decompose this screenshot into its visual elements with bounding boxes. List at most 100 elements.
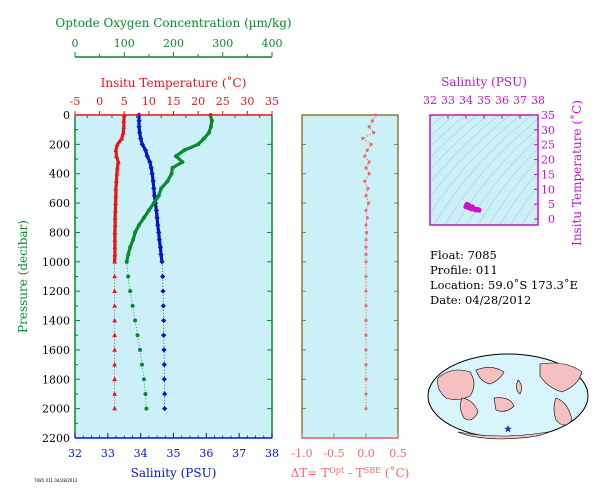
temperature-point (119, 135, 125, 141)
oxygen-point (126, 252, 131, 257)
delta-tick-label: 0.5 (389, 447, 407, 460)
delta-point (364, 333, 368, 337)
density-contour-line (430, 115, 500, 184)
temperature-tick-label: 20 (191, 95, 205, 108)
delta-point (364, 208, 368, 213)
ts-salinity-tick-label: 33 (441, 94, 455, 107)
salinity-point (157, 244, 163, 250)
temperature-point (112, 237, 118, 242)
delta-point (365, 148, 369, 152)
density-contour-line (430, 115, 511, 198)
temperature-point (112, 361, 118, 367)
delta-point (366, 186, 370, 191)
temperature-point (121, 124, 127, 129)
map-landmass (437, 369, 475, 400)
ts-temperature-tick-label: 30 (541, 124, 555, 137)
ts-temperature-tick-label: 35 (541, 109, 555, 122)
temperature-point (113, 185, 119, 191)
oxygen-point (209, 118, 214, 123)
density-contour-line (433, 115, 533, 225)
salinity-point (154, 215, 160, 221)
delta-line (361, 114, 376, 409)
delta-point (367, 160, 371, 164)
salinity-point (162, 391, 168, 397)
salinity-point (149, 171, 155, 177)
pressure-tick-label: 1800 (42, 373, 70, 386)
delta-tick-label: 0.0 (357, 447, 375, 460)
density-contour-line (444, 118, 538, 225)
delta-point (364, 304, 368, 308)
map-landmass (475, 367, 505, 385)
delta-point (367, 172, 371, 176)
salinity-point (139, 141, 145, 147)
oxygen-point (165, 179, 170, 184)
temperature-point (115, 159, 121, 164)
oxygen-point (151, 201, 156, 206)
temperature-point (112, 251, 118, 257)
salinity-point (161, 361, 167, 368)
delta-point (364, 407, 368, 411)
oxygen-point (141, 215, 146, 220)
salinity-point (156, 237, 162, 243)
ts-temperature-tick-label: 0 (548, 213, 555, 226)
salinity-point (153, 207, 160, 214)
pressure-tick-label: 200 (49, 138, 70, 151)
oxygen-point (124, 259, 129, 264)
salinity-tick-label: 32 (68, 447, 82, 460)
temperature-point (113, 178, 119, 183)
salinity-point (148, 165, 154, 171)
pressure-tick-label: 1200 (42, 285, 70, 298)
delta-point (369, 142, 373, 146)
temperature-point (112, 259, 118, 264)
delta-tick-label: -0.5 (323, 447, 344, 460)
density-contour-line (477, 148, 538, 225)
world-map (427, 353, 589, 440)
ts-temperature-tick-label: 25 (541, 139, 555, 152)
oxygen-point (130, 303, 135, 308)
temperature-point (114, 141, 120, 147)
temperature-point (114, 165, 120, 170)
delta-point (364, 392, 368, 396)
oxygen-point (180, 159, 185, 164)
delta-axis-label-part: Opt (329, 466, 345, 475)
delta-point (364, 252, 368, 257)
salinity-point (144, 153, 150, 159)
temperature-point (112, 207, 118, 213)
ts-salinity-tick-label: 36 (495, 94, 509, 107)
oxygen-point (133, 230, 138, 235)
delta-point (374, 113, 378, 117)
temperature-point (112, 229, 118, 235)
salinity-point (147, 159, 153, 165)
temperature-point (112, 303, 118, 308)
oxygen-point (128, 289, 133, 294)
delta-point (365, 216, 369, 220)
ts-salinity-tick-label: 37 (513, 94, 527, 107)
oxygen-point (146, 208, 151, 213)
temperature-point (112, 215, 118, 220)
delta-point (364, 362, 368, 367)
salinity-tick-label: 38 (265, 447, 279, 460)
oxygen-point (202, 136, 207, 141)
oxygen-point (128, 245, 133, 250)
temperature-point (113, 193, 119, 198)
salinity-point (162, 406, 168, 412)
oxygen-point (208, 124, 213, 129)
pressure-tick-label: 2000 (42, 403, 70, 416)
temperature-point (113, 153, 119, 158)
pressure-axis-label: Pressure (decibar) (16, 220, 30, 333)
salinity-point (161, 332, 167, 338)
pressure-tick-label: 1000 (42, 256, 70, 269)
map-landmass (553, 397, 573, 426)
delta-point (367, 125, 371, 129)
temperature-tick-label: 10 (142, 95, 156, 108)
delta-point (372, 131, 376, 135)
oxygen-tick-label: 400 (262, 37, 283, 50)
delta-point (365, 230, 369, 235)
temperature-tick-label: 0 (96, 95, 103, 108)
pressure-tick-label: 600 (49, 197, 70, 210)
delta-point (361, 136, 365, 141)
profile-plot-area (75, 115, 272, 438)
temperature-point (113, 147, 119, 153)
map-landmass (493, 397, 515, 412)
salinity-point (161, 347, 167, 353)
